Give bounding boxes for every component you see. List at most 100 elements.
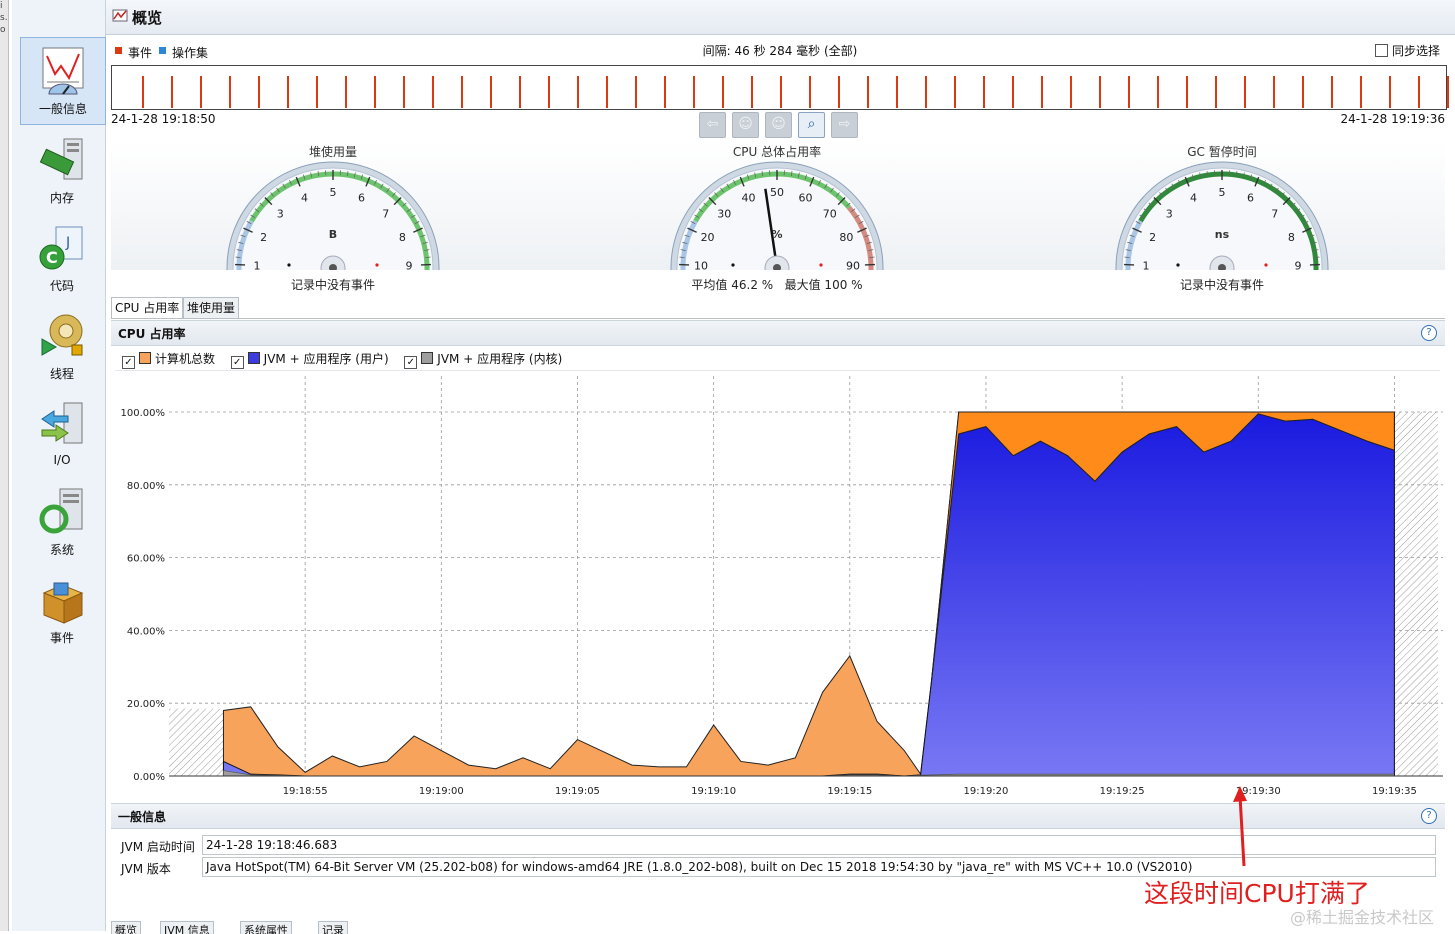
nav-item-system[interactable]: 系统 — [20, 479, 104, 565]
gauge-heap-title: 堆使用量 — [223, 143, 443, 160]
cpu-usage-chart[interactable]: 0.00%20.00%40.00%60.00%80.00%100.00%19:1… — [111, 372, 1445, 802]
bottom-tab-system-props[interactable]: 系统属性 — [240, 921, 292, 934]
legend-kernel-swatch — [421, 352, 433, 364]
timeline-event-marker — [345, 76, 347, 108]
nav-label-general: 一般信息 — [21, 100, 105, 117]
general-info-help-icon[interactable]: ? — [1421, 808, 1437, 824]
gauge-tick-label: 6 — [1247, 192, 1254, 205]
timeline-zoom-out-button[interactable]: ☺ — [732, 112, 759, 138]
gauge-heap: 012345678910B — [221, 160, 445, 270]
gauge-tick-label: 40 — [742, 192, 756, 205]
bottom-tab-jvm-info[interactable]: JVM 信息 — [160, 921, 214, 934]
x-tick-label: 19:18:55 — [283, 786, 328, 797]
timeline-event-marker — [1157, 76, 1159, 108]
gauge-tick-label: 5 — [1219, 186, 1226, 199]
timeline-back-button[interactable]: ⇦ — [699, 112, 726, 138]
gauge-heap-footer: 记录中没有事件 — [213, 276, 453, 293]
gauge-tick-label: 7 — [382, 207, 389, 220]
tab-cpu-usage[interactable]: CPU 占用率 — [111, 297, 183, 318]
left-strip-char-1: i — [0, 0, 8, 12]
timeline-event-marker — [548, 76, 550, 108]
x-tick-label: 19:19:10 — [691, 786, 736, 797]
timeline-event-marker — [1186, 76, 1188, 108]
y-tick-label: 60.00% — [127, 554, 165, 565]
gauge-tick-label: 8 — [399, 231, 406, 244]
watermark-text: @稀土掘金技术社区 — [1290, 904, 1434, 928]
timeline-event-marker — [229, 76, 231, 108]
left-strip-char-3: o — [0, 24, 8, 36]
nav-item-general[interactable]: 一般信息 — [20, 37, 106, 125]
legend-kernel-toggle[interactable]: ✓ JVM + 应用程序 (内核) — [404, 352, 562, 366]
left-edge-strip: i s. o — [0, 0, 9, 931]
gauge-tick-label: 2 — [260, 231, 267, 244]
legend-total-toggle[interactable]: ✓计算机总数 — [122, 352, 219, 366]
nav-item-events[interactable]: 事件 — [20, 567, 104, 653]
legend-kernel-label: JVM + 应用程序 (内核) — [437, 352, 562, 366]
cpu-help-icon[interactable]: ? — [1421, 325, 1437, 341]
gauge-tick-label: 1 — [1143, 259, 1150, 270]
gauge-minor-tick — [869, 257, 874, 258]
gauge-tick-label: 80 — [839, 231, 853, 244]
nav-label-memory: 内存 — [20, 189, 104, 206]
y-tick-label: 40.00% — [127, 626, 165, 637]
gauge-minor-tick — [236, 257, 241, 258]
timeline-event-marker — [519, 76, 521, 108]
series-user-area — [223, 414, 1394, 776]
legend-kernel-checkbox[interactable]: ✓ — [404, 356, 417, 369]
timeline-event-marker — [577, 76, 579, 108]
bottom-tab-recording[interactable]: 记录 — [318, 921, 348, 934]
overview-chart-icon — [39, 44, 87, 98]
legend-user-checkbox[interactable]: ✓ — [231, 356, 244, 369]
timeline-event-marker — [258, 76, 260, 108]
opsets-legend-swatch — [159, 47, 166, 54]
left-strip-char-2: s. — [0, 12, 8, 24]
legend-total-checkbox[interactable]: ✓ — [122, 356, 135, 369]
timeline-event-marker — [925, 76, 927, 108]
sync-checkbox-box[interactable] — [1375, 44, 1388, 57]
arrow-right-icon: ⇨ — [839, 116, 851, 132]
gauge-minor-tick — [1125, 257, 1130, 258]
gauge-unit-label: B — [329, 228, 337, 241]
timeline-zoom-in-button[interactable]: ⌕ — [798, 112, 825, 138]
nav-item-threads[interactable]: 线程 — [20, 303, 104, 389]
bottom-tab-overview[interactable]: 概览 — [111, 921, 141, 934]
timeline-forward-button[interactable]: ⇨ — [831, 112, 858, 138]
x-tick-label: 19:19:15 — [827, 786, 872, 797]
tab-heap-usage[interactable]: 堆使用量 — [183, 297, 239, 318]
jvm-start-time-label: JVM 启动时间 — [121, 838, 195, 858]
nav-item-io[interactable]: I/O — [20, 391, 104, 477]
timeline-event-marker — [751, 76, 753, 108]
timeline-zoom-fit-button[interactable]: ☺ — [765, 112, 792, 138]
timeline-event-marker — [896, 76, 898, 108]
legend-user-toggle[interactable]: ✓JVM + 应用程序 (用户) — [231, 352, 393, 366]
svg-text:C: C — [46, 248, 58, 267]
gauge-tick-label: 9 — [405, 259, 412, 270]
gauge-gc-title: GC 暂停时间 — [1112, 143, 1332, 160]
gauge-tick-label: 30 — [717, 207, 731, 220]
sync-selection-checkbox[interactable]: 同步选择 — [1375, 42, 1440, 59]
gauge-tick-label: 20 — [701, 231, 715, 244]
page-title: 概览 — [132, 7, 162, 28]
nav-item-memory[interactable]: 内存 — [20, 127, 104, 213]
timeline-event-marker — [490, 76, 492, 108]
gauge-tick-label: 7 — [1271, 207, 1278, 220]
no-data-hatch-left — [169, 709, 223, 776]
timeline-event-marker — [867, 76, 869, 108]
event-timeline[interactable] — [111, 65, 1447, 110]
io-transfer-icon — [38, 397, 86, 451]
timeline-event-marker — [287, 76, 289, 108]
gauge-dot — [1264, 263, 1267, 266]
gauge-minor-tick — [425, 257, 430, 258]
timeline-event-marker — [780, 76, 782, 108]
annotation-arrow — [1228, 784, 1258, 868]
jvm-version-label: JVM 版本 — [121, 860, 171, 880]
timeline-event-marker — [664, 76, 666, 108]
cpu-section-title: CPU 占用率 — [118, 325, 186, 342]
gauge-tick-label: 50 — [770, 186, 784, 199]
gauge-face — [233, 168, 433, 270]
timeline-interval: 间隔: 46 秒 284 毫秒 (全部) — [640, 42, 920, 59]
x-tick-label: 19:19:00 — [419, 786, 464, 797]
zoom-out-icon: ☺ — [738, 116, 753, 132]
